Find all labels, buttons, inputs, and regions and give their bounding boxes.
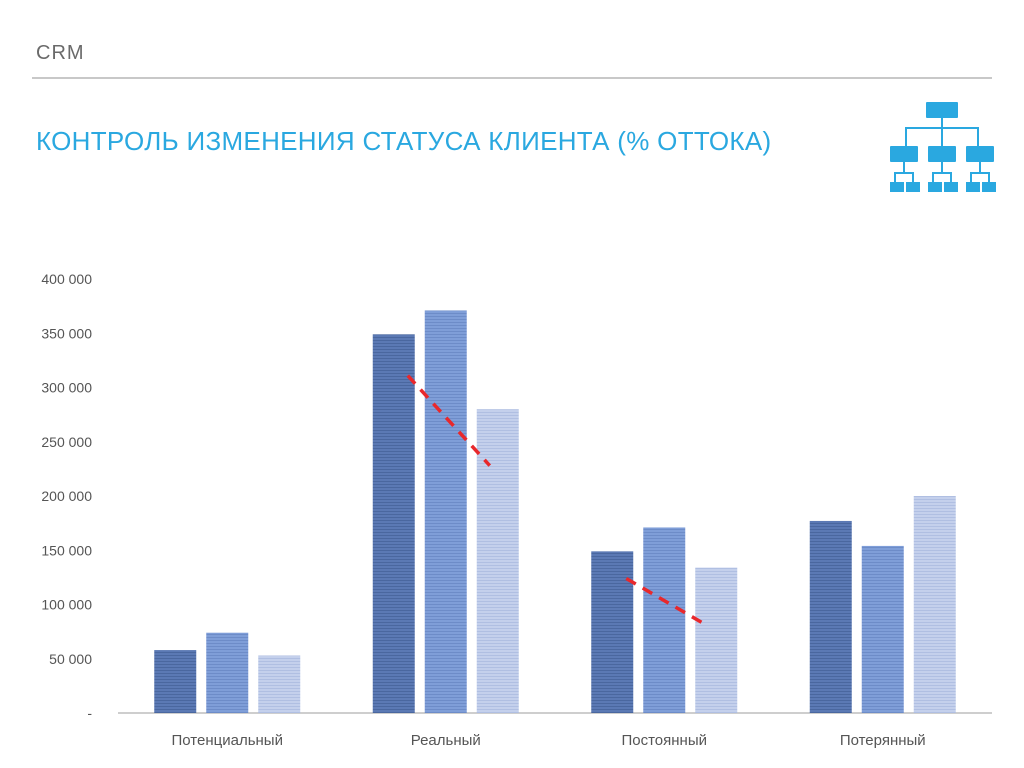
- x-tick-label: Потенциальный: [172, 732, 283, 749]
- y-tick-label: 300 000: [41, 380, 92, 396]
- x-tick-label: Потерянный: [840, 732, 926, 749]
- y-tick-label: 150 000: [41, 542, 92, 558]
- bar: [424, 310, 467, 713]
- bar: [695, 567, 738, 713]
- y-tick-label: 200 000: [41, 488, 92, 504]
- bar: [476, 409, 519, 713]
- y-tick-label: 350 000: [41, 325, 92, 341]
- bar: [154, 650, 197, 713]
- bar: [258, 655, 301, 713]
- x-tick-label: Постоянный: [621, 732, 707, 749]
- y-tick-label: 400 000: [41, 271, 92, 287]
- bar: [591, 551, 634, 713]
- slide-title: КОНТРОЛЬ ИЗМЕНЕНИЯ СТАТУСА КЛИЕНТА (% ОТ…: [36, 126, 772, 156]
- y-tick-label: -: [87, 705, 92, 721]
- trend-line: [406, 374, 492, 467]
- header-divider: [32, 77, 992, 79]
- bar: [643, 527, 686, 713]
- y-tick-label: 100 000: [41, 597, 92, 613]
- bar: [372, 334, 415, 713]
- bars: [154, 310, 956, 713]
- y-tick-label: 50 000: [49, 651, 92, 667]
- y-axis: 400 000 350 000 300 000 250 000 200 000 150 0…: [41, 271, 92, 721]
- x-tick-label: Реальный: [411, 732, 481, 749]
- trend-line: [625, 576, 710, 628]
- org-chart-icon: [890, 102, 996, 192]
- y-tick-label: 250 000: [41, 434, 92, 450]
- section-label: CRM: [36, 42, 85, 64]
- bar: [206, 632, 249, 713]
- bar: [913, 496, 956, 713]
- trend-lines: [406, 374, 710, 628]
- bar: [809, 520, 852, 713]
- bar: [861, 545, 904, 713]
- bar-chart: 400 000 350 000 300 000 250 000 200 000 150 0…: [41, 271, 992, 749]
- x-axis-labels: Потенциальный Реальный Постоянный Потерянны…: [172, 732, 926, 749]
